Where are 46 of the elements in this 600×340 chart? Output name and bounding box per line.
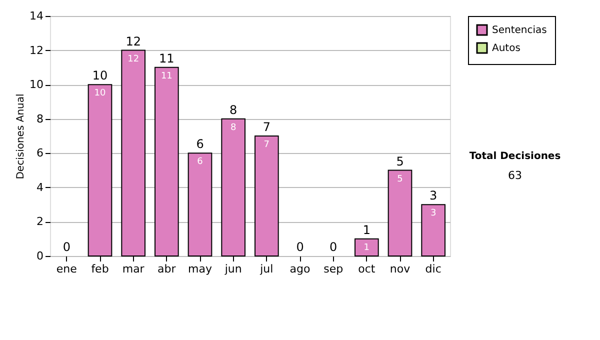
x-tick-label: jul	[259, 262, 274, 276]
total-label: 8	[230, 102, 238, 117]
total-label: 12	[126, 34, 141, 48]
data-label: 3	[430, 208, 436, 219]
y-axis-title: Decisiones Anual	[16, 94, 27, 180]
data-label: 11	[160, 71, 172, 82]
y-tick-label: 4	[36, 180, 44, 194]
total-label: 7	[262, 120, 270, 134]
total-label: 3	[430, 188, 438, 203]
total-label: 6	[196, 137, 204, 152]
y-tick-label: 10	[30, 78, 44, 92]
x-tick-label: ene	[56, 262, 78, 276]
total-label: 0	[62, 240, 70, 254]
data-label: 8	[230, 122, 236, 133]
total-label: 0	[330, 240, 338, 254]
y-tick-label: 12	[30, 44, 44, 57]
data-label: 6	[197, 157, 204, 168]
y-tick-label: 2	[36, 215, 44, 228]
text: 63	[508, 169, 522, 182]
data-label: 5	[397, 174, 403, 184]
data-label: 1	[364, 242, 370, 253]
total-label: 0	[296, 240, 304, 254]
y-tick-label: 8	[36, 112, 44, 126]
x-tick-label: may	[188, 262, 212, 276]
legend-label: Autos	[492, 43, 520, 54]
x-tick-label: oct	[358, 262, 376, 276]
total-label: 5	[396, 154, 404, 168]
y-tick-label: 6	[36, 146, 44, 160]
text: Total Decisiones	[469, 151, 561, 162]
x-tick-label: nov	[390, 262, 411, 276]
x-tick-label: ago	[290, 262, 310, 276]
legend-label: Sentencias	[492, 25, 547, 36]
x-tick-label: dic	[425, 262, 442, 276]
x-tick-label: sep	[324, 262, 344, 276]
total-label: 11	[159, 51, 174, 66]
data-label: 10	[94, 88, 106, 99]
total-label: 1	[362, 222, 370, 237]
data-label: 7	[264, 140, 270, 150]
x-tick-label: jun	[224, 262, 242, 276]
y-tick-label: 14	[30, 10, 44, 22]
x-tick-label: mar	[122, 262, 145, 276]
data-label: 12	[128, 54, 140, 64]
total-label: 10	[92, 68, 108, 83]
x-tick-label: feb	[91, 262, 109, 276]
x-tick-label: abr	[158, 262, 176, 276]
y-tick-label: 0	[36, 250, 44, 262]
